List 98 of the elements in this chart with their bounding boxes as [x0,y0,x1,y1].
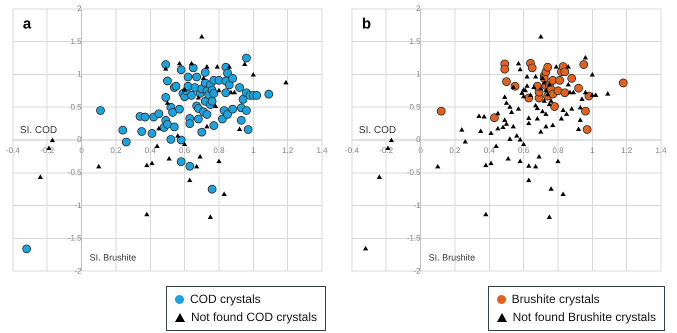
y-axis-title: SI. COD [358,124,396,136]
x-axis-title: SI. Brushite [428,252,476,262]
point [226,64,232,69]
point [543,62,552,72]
y-tick-label: 2 [416,4,422,14]
y-tick-label: -0.5 [68,168,82,178]
y-tick-label: 1.5 [70,36,82,46]
point [154,144,160,148]
point [555,76,564,85]
y-tick-label: 0 [416,135,422,144]
x-tick-label: -0.4 [6,146,20,156]
x-tick-label: 1.4 [316,146,328,156]
point [216,88,222,92]
point [144,212,150,216]
y-axis-title: SI. COD [20,124,58,136]
point [250,72,256,77]
point [38,174,43,179]
point [567,74,576,83]
point [187,178,192,182]
x-tick-label: -0.2 [379,146,394,156]
x-tick-label: 1 [590,146,596,156]
point [554,86,562,96]
x-axis-title: SI. Brushite [90,252,136,262]
y-tick-label: 0 [77,135,82,144]
x-tick-label: 0.8 [552,146,564,156]
point [436,106,446,116]
point [204,124,210,128]
x-tick-label: 1.2 [282,146,294,156]
point [581,106,590,116]
point [502,77,511,86]
text: b [362,15,372,32]
y-tick-label: -0.5 [406,168,422,178]
y-tick-label: 1 [77,70,82,79]
y-tick-label: -1 [74,200,82,210]
y-tick-label: -2 [413,266,422,276]
y-tick-label: 1 [416,70,422,79]
x-tick-label: 0.8 [213,146,226,156]
y-tick-label: 0.5 [409,102,422,112]
x-tick-label: 0.4 [144,146,156,156]
point [232,90,238,94]
point [212,104,218,108]
point [163,66,168,71]
point [222,191,227,196]
point [236,126,242,132]
y-tick-label: 2 [77,4,82,14]
point [579,60,588,69]
x-tick-label: 0.6 [179,146,191,156]
point [208,214,213,219]
legend-label: COD crystals [190,292,261,306]
point [96,164,102,168]
point [194,164,200,168]
point [204,64,210,69]
point [500,64,510,74]
point [560,88,570,98]
point [176,60,182,66]
point [188,60,194,66]
legend-label: Not found Brushite crystals [512,310,656,324]
point [144,162,150,168]
point [283,80,289,84]
point [214,64,220,69]
point [182,142,188,146]
point [199,34,204,39]
legend-label: Not found COD crystals [190,310,317,324]
point [166,156,172,161]
x-tick-label: -0.2 [40,146,55,156]
point [582,125,592,134]
point [50,138,55,142]
x-tick-label: 0.4 [484,146,496,156]
point [560,67,570,76]
x-tick-label: 0.2 [449,146,462,156]
legend-label: Brushite crystals [512,292,600,306]
y-tick-label: -1.5 [406,234,422,243]
point [490,113,499,122]
point [242,62,248,66]
x-tick-label: 0.6 [518,146,530,156]
point [196,95,201,100]
point [156,126,162,130]
point [550,102,559,111]
y-tick-label: 0.5 [70,102,82,112]
point [216,158,222,164]
point [528,63,537,72]
point [574,84,583,93]
x-tick-label: 1.4 [655,146,668,156]
x-tick-label: 1.2 [621,146,633,156]
text: a [22,15,32,32]
x-tick-label: -0.4 [344,146,360,156]
x-tick-label: 1 [251,146,256,156]
point [164,100,170,105]
point [175,133,180,138]
point [149,160,155,166]
y-tick-label: -1 [413,200,422,210]
point [197,154,203,159]
point [618,78,628,88]
x-tick-label: 0.2 [110,146,122,156]
point [200,75,206,80]
y-tick-label: -2 [74,266,82,276]
y-tick-label: -1.5 [68,234,82,243]
y-tick-label: 1.5 [409,36,422,46]
